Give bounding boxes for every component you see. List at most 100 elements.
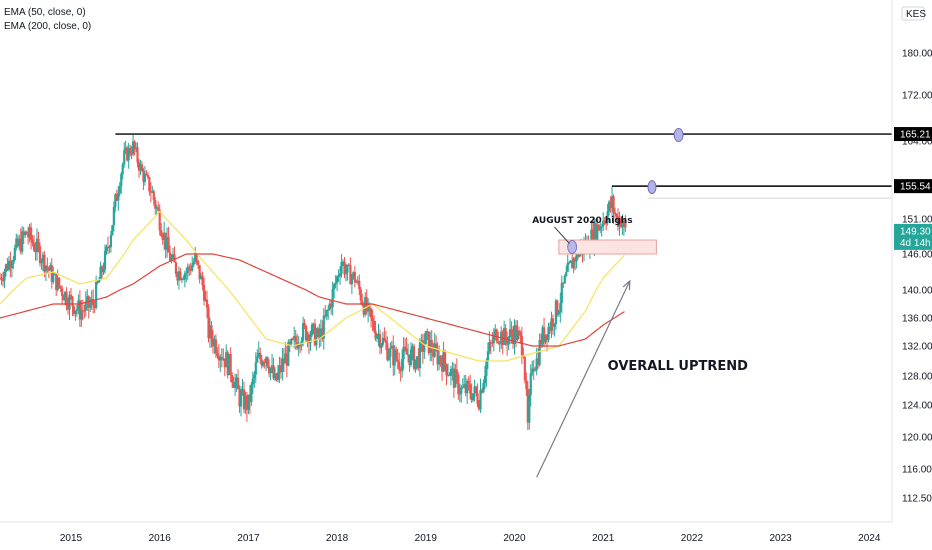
candle-body: [106, 246, 110, 248]
candle-body: [163, 232, 166, 240]
candle-body: [486, 351, 489, 361]
candle-body: [482, 383, 485, 393]
candle-body: [7, 260, 11, 270]
candle-body: [427, 331, 430, 353]
candle-body: [256, 356, 259, 363]
candle-body: [523, 357, 526, 381]
candle-body: [306, 334, 309, 341]
candle-body: [191, 264, 194, 271]
candle-body: [46, 265, 49, 269]
candle-body: [300, 340, 303, 346]
candle-body: [309, 335, 312, 344]
candle-body: [538, 340, 541, 365]
candle-body: [565, 271, 568, 276]
drawings-layer[interactable]: AUGUST 2020 highs OVERALL UPTREND: [115, 128, 892, 478]
candle-body: [275, 373, 278, 381]
candle-body: [613, 212, 617, 215]
candle-body: [337, 275, 340, 277]
candle-body: [322, 315, 325, 339]
candle-body: [18, 238, 21, 246]
candle-body: [318, 328, 321, 339]
candle-body: [597, 224, 600, 231]
candle-body: [171, 254, 175, 258]
line-value-tag-1: 155.54: [900, 182, 931, 193]
candle-body: [554, 300, 557, 324]
candle-body: [537, 358, 540, 365]
candle-body: [440, 361, 444, 372]
candle-body: [361, 300, 364, 305]
candle-body: [454, 369, 457, 388]
candle-body: [83, 310, 86, 312]
candle-body: [222, 358, 225, 360]
candle-body: [438, 356, 441, 365]
candle-body: [235, 377, 238, 382]
candle-body: [393, 349, 396, 366]
candle-body: [542, 327, 546, 343]
candle-body: [350, 276, 353, 285]
candle-body: [506, 339, 509, 345]
candle-body: [519, 332, 522, 336]
candle-body: [282, 358, 285, 364]
candle-body: [260, 359, 263, 366]
candle-body: [201, 275, 204, 286]
candle-body: [257, 352, 260, 357]
price-tick-label: 124.00: [902, 401, 932, 412]
candle-body: [233, 381, 237, 388]
candle-body: [228, 354, 231, 376]
candle-body: [498, 343, 501, 345]
candle-body: [328, 303, 331, 310]
ema200-legend[interactable]: EMA (200, close, 0): [4, 21, 92, 32]
candle-body: [281, 358, 284, 372]
candle-body: [151, 191, 154, 193]
candle-body: [66, 305, 70, 310]
price-tick-label: 136.00: [902, 314, 932, 325]
candle-body: [173, 254, 176, 263]
time-tick-label: 2023: [769, 533, 792, 544]
candle-body: [270, 365, 274, 369]
candle-body: [84, 301, 87, 311]
candle-body: [19, 238, 22, 252]
candle-body: [547, 326, 550, 341]
candle-body: [333, 284, 336, 289]
candle-body: [429, 339, 432, 353]
candle-body: [100, 266, 104, 273]
price-axis[interactable]: 112.50 116.00 120.00 124.00 128.00 132.00 136.…: [891, 0, 932, 522]
candle-body: [290, 338, 293, 345]
candle-body: [381, 337, 385, 345]
candle-body: [285, 353, 288, 366]
candle-body: [93, 305, 96, 308]
candle-body: [65, 291, 68, 306]
candle-body: [606, 211, 609, 223]
candle-body: [50, 265, 53, 282]
trend-arrow-head: [622, 279, 631, 291]
candle-body: [384, 340, 387, 344]
candle-body: [273, 373, 277, 379]
candle-body: [301, 323, 305, 341]
candle-body: [152, 191, 155, 200]
candle-body: [263, 362, 266, 364]
candle-body: [436, 348, 439, 365]
candle-body: [168, 252, 172, 261]
candle-body: [192, 262, 195, 265]
candle-body: [143, 174, 147, 182]
candle-body: [236, 377, 240, 390]
time-axis[interactable]: 2015 2016 2017 2018 2019 2020 2021 2022 2023 2024: [0, 521, 892, 544]
candle-body: [458, 393, 461, 395]
support-zone: [558, 239, 657, 255]
candle-body: [526, 388, 529, 423]
candle-body: [491, 342, 494, 344]
candle-body: [418, 342, 421, 369]
candle-body: [177, 271, 181, 281]
candle-body: [124, 147, 127, 151]
candle-body: [71, 296, 74, 307]
candle-body: [479, 389, 482, 410]
candle-body: [596, 224, 599, 242]
candle-body: [223, 358, 226, 368]
candle-body: [492, 334, 495, 344]
candle-body: [232, 382, 235, 388]
ema50-legend[interactable]: EMA (50, close, 0): [4, 7, 86, 18]
candle-body: [37, 238, 40, 247]
price-tick-label: 128.00: [902, 372, 932, 383]
candle-body: [3, 271, 6, 281]
